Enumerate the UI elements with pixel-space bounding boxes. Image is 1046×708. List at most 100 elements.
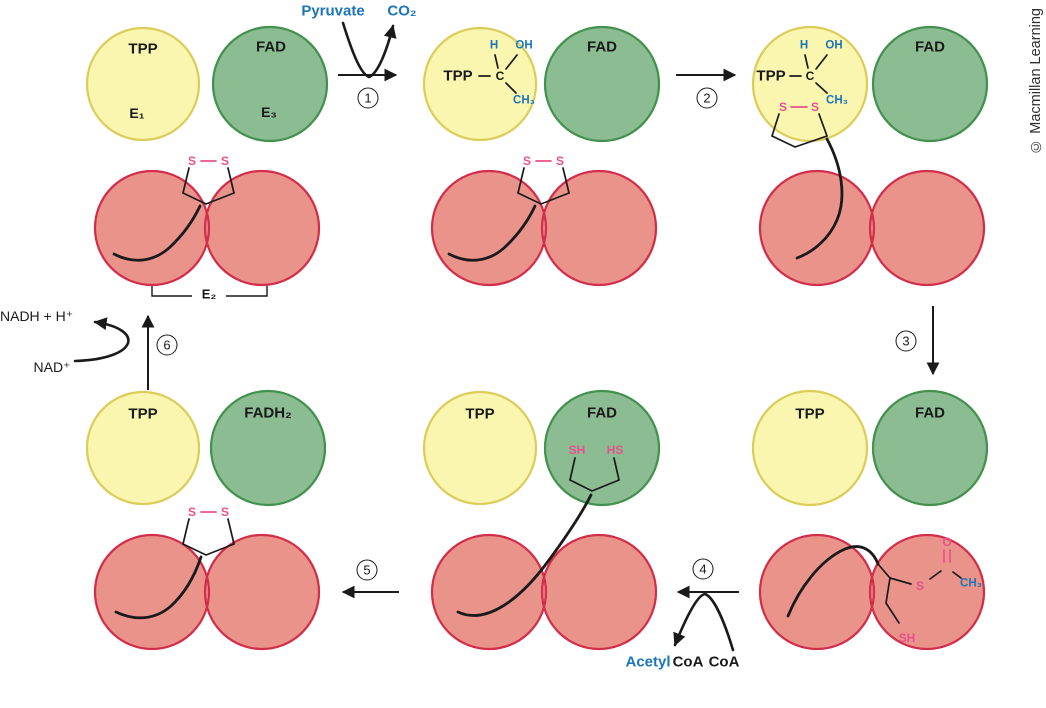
c2-tpp-label: TPP [443,67,473,85]
c1-s-left-label: S [187,154,197,168]
c1-e2-core-right-outline [203,169,321,287]
c4-fadh2-label: FADH₂ [244,404,292,422]
c5-chain-bond-left [569,457,576,481]
c3-complex-circles [751,25,989,287]
c1-e1-label: E₁ [129,105,145,121]
c5-tpp-label: TPP [465,405,495,423]
c4-e2-core-right-outline [203,533,321,651]
c5-fad-label: FAD [587,404,617,422]
c3-ch3-label: CH₃ [826,94,848,107]
c5-chain-bond-right [613,457,620,481]
c2-s-right-label: S [555,154,565,168]
c1-e2-core-left-outline [93,169,211,287]
coa-label: CoA [708,653,740,671]
c3-s-left-label: S [778,100,788,114]
c2-e2-core-left [432,171,546,285]
c2-e2-core-right [542,171,656,285]
step-3-badge: 3 [895,330,917,352]
c1-fad-label: FAD [256,38,286,56]
c3-ring-bond-bottom [771,135,828,148]
c3-lipoamide-ring [771,106,844,260]
c2-complex-circles [422,25,661,287]
c2-ring-bond-bottom [517,192,570,205]
c5-e2-core-right [542,535,656,649]
c6-o-label: O [942,535,952,549]
c2-e2-core-left-outline [430,169,548,287]
c6-chain-bond-to-sh [885,577,900,624]
acetyl-coa-label: CoA [672,653,704,671]
c6-chain-bond-to-s [889,577,912,585]
c5-lipoyl-lysine-arm [456,493,593,617]
c6-e2-core-right-outline [868,533,986,651]
e2-label: E₂ [201,286,217,302]
c3-e2-core-right-outline [868,169,986,287]
c3-lipoyl-lysine-arm [795,137,844,260]
c1-ring-bond-bottom [182,192,235,205]
c4-ring-bond-bottom [182,543,235,556]
c2-c-ch3-bond [505,82,517,94]
co2-label: CO₂ [387,2,417,20]
c6-e2-core-left [760,535,874,649]
c6-e2-core-right [870,535,984,649]
c1-lipoyl-lysine-arm [112,204,202,262]
c2-lipoamide-ring [447,160,570,262]
c2-c-oh-bond [505,54,518,70]
c1-tpp-label: TPP [128,40,158,58]
c6-ch3-label: CH₃ [960,577,982,590]
c5-hs-label: HS [606,443,624,457]
c1-e3-label: E₃ [261,104,277,120]
c3-fad-label: FAD [915,38,945,56]
c5-sh-label: SH [568,443,586,457]
pyruvate-co2-curved-arrow [341,21,397,79]
c2-ring-bond-right [562,167,570,194]
c3-e2-core-left-outline [758,169,876,287]
c1-lipoamide-ring [112,160,235,262]
c4-ring-bond-right [227,518,235,545]
step-1-badge: 1 [357,87,379,109]
c3-c-h-bond [804,54,809,69]
c4-e2-core-right [205,535,319,649]
c3-c-label: C [805,69,815,83]
c6-fad-label: FAD [915,404,945,422]
c3-e2-core-right [870,171,984,285]
c5-e2-core-left-outline [430,533,548,651]
c2-fad-label: FAD [587,38,617,56]
c1-e2-core-left [95,171,209,285]
c4-lipoyl-lysine-arm [114,555,203,620]
step-6-badge: 6 [156,334,178,356]
nadh-label: NADH + H⁺ [0,308,74,324]
nad-nadh-curved-arrow [73,317,130,363]
c6-c-s-bond [929,570,942,580]
c2-lipoyl-lysine-arm [447,204,537,262]
c6-complex-circles [751,389,989,651]
step-5-badge: 5 [356,559,378,581]
c4-complex-circles [85,389,327,651]
c2-s-left-label: S [522,154,532,168]
c4-s-right-label: S [220,505,230,519]
c1-s-right-label: S [220,154,230,168]
c4-e2-core-left-outline [93,533,211,651]
c1-e2-core-right [205,171,319,285]
step-2-badge: 2 [696,87,718,109]
c6-tpp-label: TPP [795,405,825,423]
c3-e2-core-left [760,171,874,285]
c2-ring-bond-left [517,167,525,194]
c1-complex-circles [85,25,329,287]
c5-complex-circles [422,389,661,651]
c5-e2-core-left [432,535,546,649]
c2-ch3-label: CH₃ [513,94,535,107]
c2-e2-core-right-outline [540,169,658,287]
c3-c-oh-bond [815,54,828,70]
c2-c-label: C [495,69,505,83]
c4-e2-core-left [95,535,209,649]
c6-sh-label: SH [898,631,916,645]
c3-oh-label: OH [825,39,843,52]
c2-h-label: H [489,39,499,52]
publisher-credit: © Macmillan Learning [1028,8,1044,154]
c4-tpp-label: TPP [128,405,158,423]
c3-ring-bond-left [771,113,780,137]
c6-lipoyl-lysine-arm [786,545,880,618]
c6-e2-core-left-outline [758,533,876,651]
acetyl-label: Acetyl [625,653,671,671]
